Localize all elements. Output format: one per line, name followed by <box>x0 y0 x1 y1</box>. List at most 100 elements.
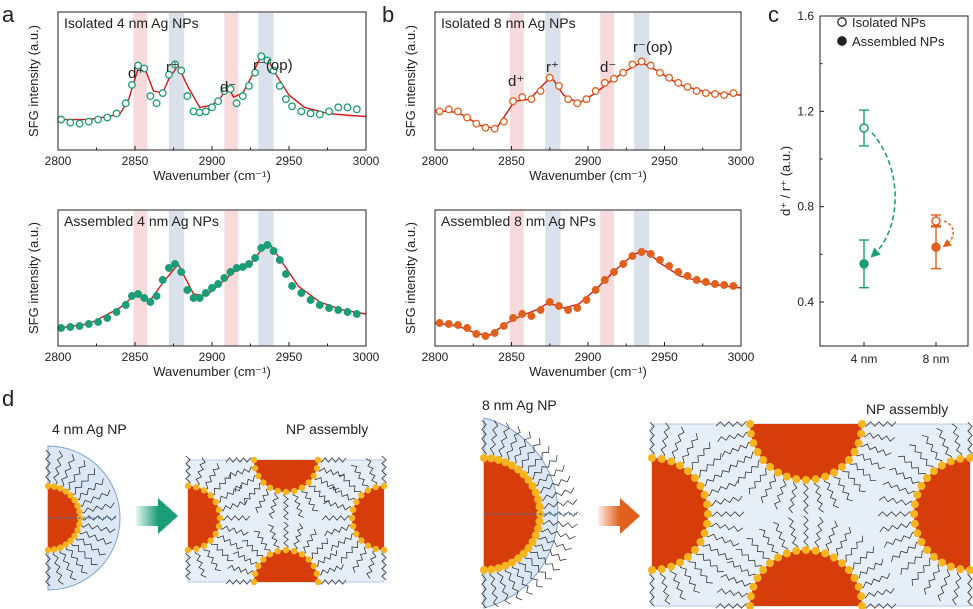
plot-title: Assembled 8 nm Ag NPs <box>441 213 596 229</box>
data-point <box>683 82 692 91</box>
data-point <box>481 123 490 132</box>
ligand-chain <box>340 540 362 564</box>
ligand-chain <box>841 466 866 492</box>
data-point <box>325 304 333 312</box>
data-point <box>444 105 453 114</box>
data-point <box>195 108 204 117</box>
ligand-chain <box>679 433 699 466</box>
data-point <box>164 264 173 272</box>
ligand-chain <box>511 562 534 595</box>
data-point <box>518 93 527 102</box>
schematic-panel: 4 nm Ag NP NP assembly 8 nm Ag NP NP ass… <box>44 397 973 609</box>
data-point <box>103 113 112 122</box>
ligand-chain <box>338 474 362 496</box>
ligand-head <box>364 487 372 494</box>
data-point <box>245 81 253 90</box>
ligand-head <box>519 470 528 479</box>
data-point <box>619 260 628 268</box>
x-tick-label: 8 nm <box>923 352 950 366</box>
ligand-chain <box>329 486 357 503</box>
data-point <box>94 318 102 326</box>
data-point <box>152 292 161 300</box>
ligand-chain <box>858 573 891 588</box>
data-point <box>683 272 692 280</box>
ligand-head <box>830 553 838 562</box>
ligand-head <box>274 547 281 555</box>
ligand-chain <box>227 564 256 575</box>
data-point <box>729 89 738 97</box>
ligand-chain <box>700 466 731 487</box>
ligand-chain <box>321 515 353 521</box>
data-point <box>665 262 674 270</box>
data-point <box>127 80 136 89</box>
ligand-head <box>753 448 762 456</box>
ligand-chain <box>316 467 345 478</box>
ligand-head <box>251 570 259 577</box>
arrow-4nm-shaft <box>136 506 158 526</box>
data-point <box>352 105 361 114</box>
ligand-head <box>837 559 846 568</box>
data-point <box>226 85 235 93</box>
ligand-head <box>676 461 684 470</box>
data-point <box>637 57 646 66</box>
ligand-chain <box>301 487 318 512</box>
ligand-head <box>514 465 523 474</box>
ligand-chain <box>292 490 304 518</box>
y-axis-label: SFG intensity (a.u.) <box>26 25 41 137</box>
ligand-head <box>260 479 267 486</box>
ligand-chain <box>922 435 943 466</box>
x-tick-label: 4 nm <box>851 352 878 366</box>
data-point <box>619 68 628 77</box>
plot-assembled-4nm: 2800 2850 2900 2950 3000 Wavenumber (cm⁻¹) SFG… <box>26 209 380 379</box>
ligand-chain <box>241 540 264 560</box>
x-axis-label: Wavenumber (cm⁻¹) <box>153 364 271 379</box>
band-pink <box>224 211 239 346</box>
ligand-chain <box>848 459 877 482</box>
ligand-head <box>676 558 684 567</box>
y-tick-label: 0.4 <box>797 295 814 309</box>
ligand-head <box>923 545 932 554</box>
ligand-head <box>76 508 83 515</box>
data-point <box>435 319 444 327</box>
ligand-head <box>494 455 503 464</box>
np-core <box>750 550 862 606</box>
x-tick-label: 2900 <box>575 350 602 364</box>
ligand-head <box>44 482 52 490</box>
ligand-head <box>648 566 656 574</box>
ligand-head <box>746 429 755 438</box>
ligand-chain <box>909 444 935 472</box>
data-point <box>454 321 462 329</box>
ligand-chain <box>511 431 531 466</box>
data-point <box>481 332 490 340</box>
ligand-chain <box>234 475 259 492</box>
ligand-chain <box>967 421 973 459</box>
ligand-head <box>930 467 939 476</box>
ligand-head <box>314 456 322 464</box>
data-point <box>121 301 130 309</box>
ligand-chain <box>316 564 344 576</box>
ligand-chain <box>720 574 754 588</box>
ligand-chain <box>313 475 340 491</box>
plot-title: Assembled 4 nm Ag NPs <box>64 213 219 229</box>
ligand-chain <box>65 544 88 574</box>
data-point <box>325 107 333 116</box>
x-tick-label: 2850 <box>122 350 149 364</box>
ligand-head <box>349 506 357 513</box>
ligand-head <box>696 482 705 490</box>
ligand-head <box>531 531 540 540</box>
ligand-head <box>298 551 306 558</box>
ligand-head <box>274 487 281 495</box>
ligand-chain <box>244 482 264 505</box>
x-tick-label: 2900 <box>575 154 602 168</box>
ligand-head <box>956 565 965 574</box>
ligand-chain <box>481 419 487 459</box>
ligand-head <box>535 517 544 526</box>
plot-frame <box>57 11 367 151</box>
ligand-head <box>917 482 926 490</box>
ligand-head <box>946 457 955 466</box>
ligand-head <box>348 514 356 522</box>
ligand-chain <box>215 533 243 550</box>
data-point <box>183 286 192 294</box>
ligand-head <box>910 500 919 509</box>
ligand-head <box>531 488 540 497</box>
